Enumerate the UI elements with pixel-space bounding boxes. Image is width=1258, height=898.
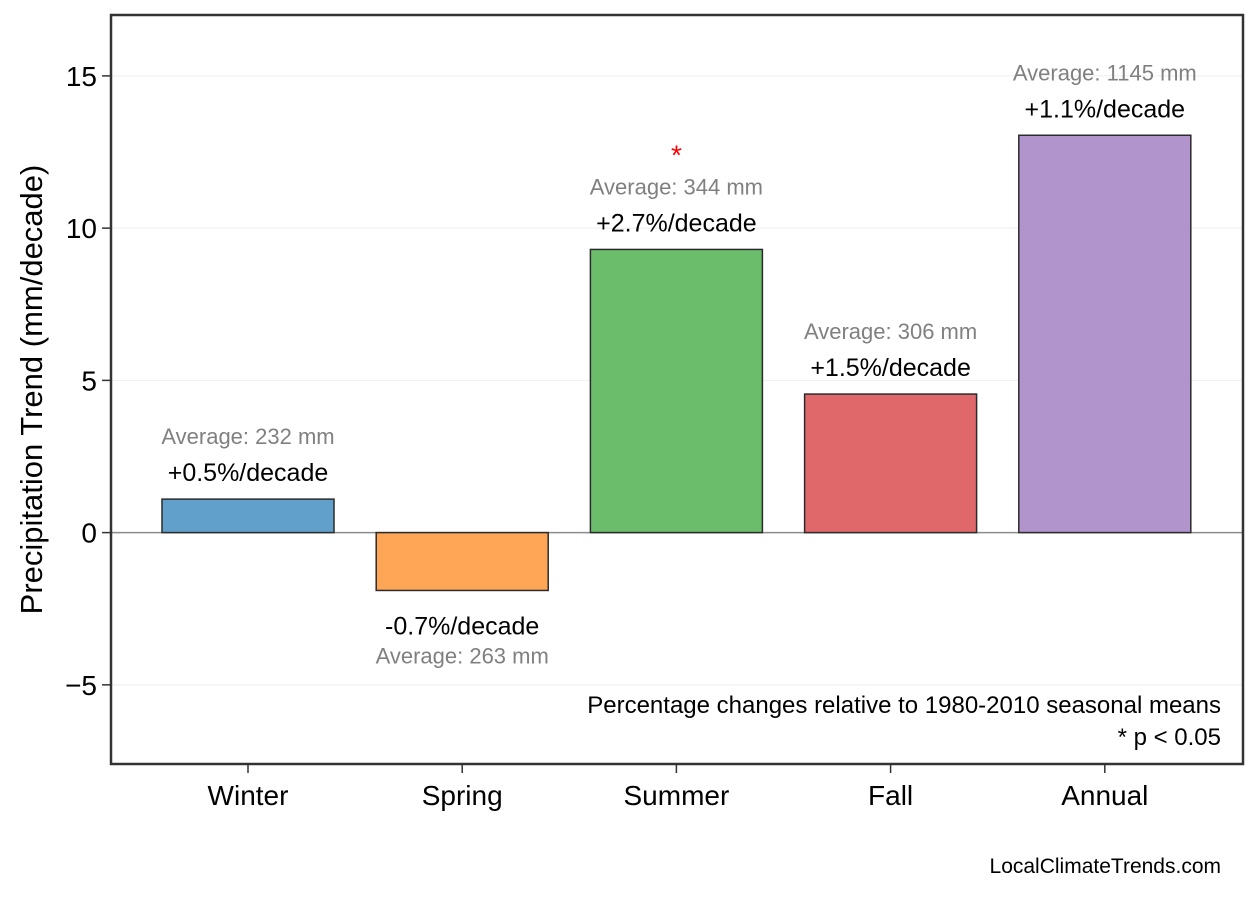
bar-fall [803, 393, 978, 534]
x-tick-label: Winter [208, 780, 289, 811]
x-tick-label: Annual [1061, 780, 1148, 811]
y-axis: −5 0 5 10 15 [65, 61, 111, 701]
bar-labels: +0.5%/decade Average: 232 mm -0.7%/decade A… [161, 60, 1196, 668]
pct-change-label: +1.5%/decade [810, 354, 971, 382]
y-axis-label: Precipitation Trend (mm/decade) [14, 165, 49, 615]
average-label: Average: 306 mm [804, 319, 977, 344]
x-tick-label: Spring [422, 780, 503, 811]
pct-change-label: +1.1%/decade [1025, 95, 1186, 123]
average-label: Average: 232 mm [161, 424, 334, 449]
significance-marker: * [671, 139, 682, 170]
bar-annual [1018, 134, 1192, 534]
note-percentage: Percentage changes relative to 1980-2010… [587, 692, 1221, 719]
pct-change-label: +2.7%/decade [596, 209, 757, 237]
pct-change-label: -0.7%/decade [385, 612, 539, 640]
bar-summer [589, 248, 764, 534]
x-tick-label: Summer [624, 780, 730, 811]
average-label: Average: 1145 mm [1013, 60, 1197, 85]
x-tick-label: Fall [868, 780, 913, 811]
y-tick-label: 5 [81, 365, 97, 396]
source-credit: LocalClimateTrends.com [990, 855, 1221, 878]
y-tick-label: 0 [81, 518, 97, 549]
pct-change-label: +0.5%/decade [168, 459, 329, 487]
note-significance: * p < 0.05 [1118, 724, 1221, 751]
bar-spring [375, 531, 549, 592]
x-axis: Winter Spring Summer Fall Annual [208, 764, 1148, 811]
y-tick-label: 10 [66, 213, 97, 244]
bar-winter [161, 498, 335, 534]
y-tick-label: 15 [66, 61, 97, 92]
bars [161, 134, 1192, 592]
y-tick-label: −5 [65, 670, 97, 701]
average-label: Average: 344 mm [590, 174, 763, 199]
average-label: Average: 263 mm [376, 643, 549, 668]
